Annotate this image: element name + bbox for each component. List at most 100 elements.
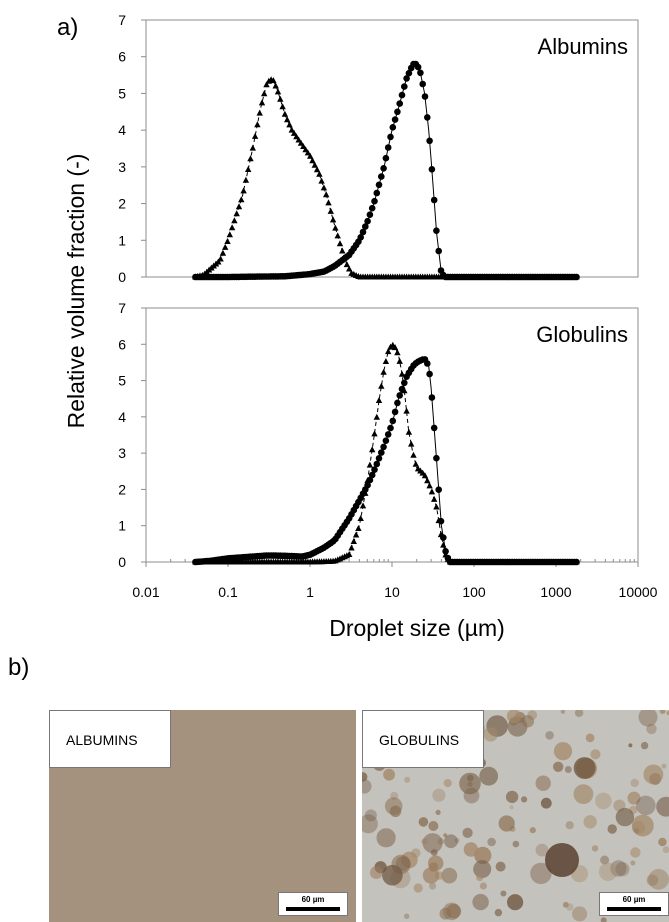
circle-marker bbox=[357, 234, 365, 241]
triangle-marker bbox=[428, 488, 436, 495]
triangle-marker bbox=[359, 502, 367, 509]
y-tick-label: 2 bbox=[118, 481, 126, 497]
triangle-marker bbox=[440, 541, 447, 548]
circle-marker bbox=[371, 197, 378, 205]
circle-marker bbox=[428, 394, 436, 401]
circle-marker bbox=[430, 196, 438, 204]
circle-marker bbox=[384, 144, 392, 151]
circle-marker bbox=[421, 93, 429, 100]
triangle-marker bbox=[412, 460, 419, 467]
triangle-marker bbox=[405, 428, 413, 435]
plot-title-globulins: Globulins bbox=[536, 322, 628, 347]
triangle-marker bbox=[431, 495, 438, 502]
x-axis-label: Droplet size (µm) bbox=[329, 615, 505, 641]
x-tick-label: 0.1 bbox=[218, 584, 238, 600]
triangle-marker bbox=[398, 370, 406, 377]
triangle-marker bbox=[394, 349, 401, 356]
circle-marker bbox=[405, 69, 413, 77]
triangle-marker bbox=[258, 99, 266, 106]
triangle-marker bbox=[249, 144, 256, 151]
circle-marker bbox=[424, 360, 431, 367]
circle-marker bbox=[375, 181, 383, 189]
triangle-marker bbox=[371, 430, 378, 437]
circle-marker bbox=[380, 443, 387, 451]
micrograph-tag: GLOBULINS bbox=[362, 710, 484, 768]
triangle-marker bbox=[325, 199, 332, 206]
triangle-marker bbox=[224, 238, 231, 244]
circle-marker bbox=[573, 558, 580, 566]
circle-marker bbox=[396, 100, 404, 107]
triangle-marker bbox=[238, 196, 245, 203]
triangle-marker bbox=[304, 149, 312, 156]
triangle-series-line bbox=[195, 343, 577, 563]
triangle-marker bbox=[311, 161, 318, 168]
triangle-marker bbox=[346, 265, 353, 272]
triangle-marker bbox=[254, 121, 261, 128]
y-tick-label: 4 bbox=[118, 409, 126, 425]
circle-marker bbox=[366, 476, 374, 484]
triangle-marker bbox=[327, 207, 334, 214]
triangle-marker bbox=[290, 129, 298, 136]
triangle-marker bbox=[240, 187, 247, 194]
triangle-marker bbox=[270, 77, 277, 84]
circle-marker bbox=[368, 471, 376, 479]
circle-series-line bbox=[195, 358, 577, 563]
y-tick-label: 0 bbox=[118, 554, 126, 570]
triangle-marker bbox=[226, 231, 233, 238]
circle-marker bbox=[382, 437, 390, 445]
triangle-marker bbox=[256, 109, 263, 116]
triangle-marker bbox=[217, 255, 224, 262]
panel-label-a: a) bbox=[57, 14, 79, 41]
circle-marker bbox=[389, 417, 397, 425]
y-tick-label: 4 bbox=[118, 122, 126, 138]
triangle-marker bbox=[261, 90, 268, 97]
circle-marker bbox=[426, 370, 433, 378]
triangle-marker bbox=[272, 82, 279, 89]
triangle-marker bbox=[352, 531, 360, 538]
triangle-marker bbox=[380, 368, 387, 375]
triangle-marker bbox=[251, 132, 259, 139]
circle-marker bbox=[435, 486, 443, 494]
triangle-marker bbox=[284, 116, 291, 123]
triangle-marker bbox=[408, 440, 415, 447]
circle-marker bbox=[417, 69, 424, 77]
triangle-marker bbox=[334, 232, 341, 239]
circle-marker bbox=[428, 166, 436, 173]
scale-bar-label: 60 µm bbox=[301, 895, 325, 904]
triangle-marker bbox=[228, 224, 236, 231]
triangle-marker bbox=[219, 249, 227, 256]
triangle-marker bbox=[313, 166, 321, 173]
x-tick-label: 100 bbox=[462, 584, 486, 600]
circle-marker bbox=[387, 424, 394, 432]
triangle-marker bbox=[348, 544, 355, 551]
triangle-marker bbox=[426, 482, 433, 489]
circle-marker bbox=[398, 385, 406, 393]
triangle-marker bbox=[343, 261, 351, 268]
y-tick-label: 3 bbox=[118, 445, 126, 461]
circle-marker bbox=[414, 63, 422, 71]
x-tick-label: 10000 bbox=[619, 584, 658, 600]
triangle-marker bbox=[378, 382, 385, 389]
y-tick-label: 6 bbox=[118, 336, 126, 352]
triangle-marker bbox=[421, 472, 429, 479]
circle-marker bbox=[440, 534, 447, 541]
triangle-marker bbox=[245, 166, 252, 172]
albumins-micrograph: ALBUMINS 60 µm bbox=[49, 710, 356, 922]
triangle-marker bbox=[391, 344, 399, 351]
triangle-marker bbox=[332, 224, 339, 231]
triangle-marker bbox=[339, 247, 346, 254]
scale-bar-line bbox=[607, 907, 661, 911]
y-tick-label: 5 bbox=[118, 85, 126, 101]
circle-marker bbox=[437, 517, 445, 525]
triangle-marker bbox=[318, 177, 325, 184]
circle-marker bbox=[401, 379, 408, 387]
triangle-marker bbox=[382, 358, 390, 364]
circle-marker bbox=[362, 223, 369, 230]
y-tick-label: 0 bbox=[118, 269, 126, 285]
triangle-series-line bbox=[195, 77, 577, 278]
circle-marker bbox=[371, 466, 378, 474]
triangle-marker bbox=[300, 143, 307, 149]
albumins-plot: 0 1 2 3 4 5 6 7 Albumins bbox=[118, 12, 639, 285]
triangle-marker bbox=[385, 348, 392, 355]
circle-marker bbox=[396, 392, 404, 399]
